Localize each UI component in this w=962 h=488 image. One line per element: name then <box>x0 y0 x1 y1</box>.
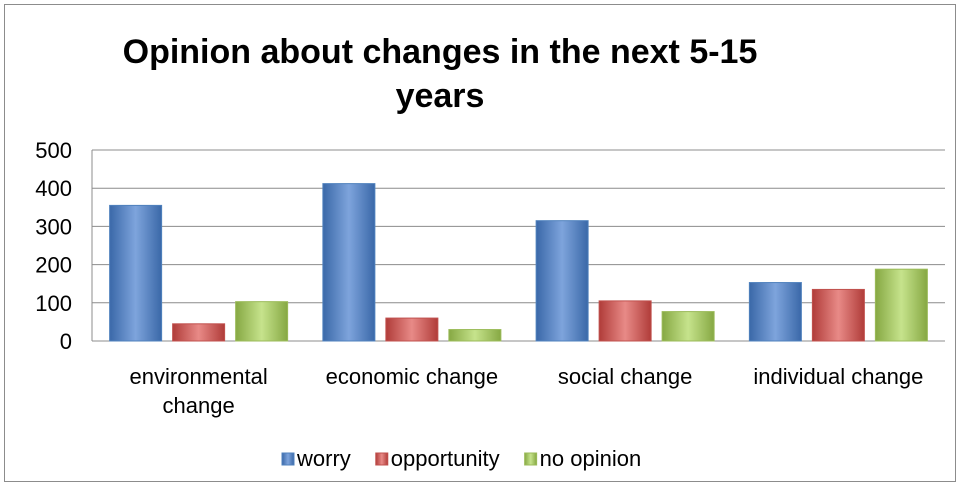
bar-opportunity <box>172 323 226 342</box>
bar-opportunity <box>598 300 652 342</box>
bar-worry <box>322 183 376 342</box>
bar-worry <box>535 220 589 342</box>
y-tick-label: 0 <box>60 329 72 354</box>
legend-label: no opinion <box>540 446 642 471</box>
legend-swatch <box>524 452 538 466</box>
bar-no-opinion <box>661 311 715 342</box>
legend-swatch <box>375 452 389 466</box>
x-tick-label: environmental <box>130 364 268 389</box>
legend-label: worry <box>296 446 351 471</box>
x-tick-label: change <box>163 393 235 418</box>
bar-opportunity <box>385 317 439 342</box>
chart-title: Opinion about changes in the next 5-15 y… <box>122 33 758 115</box>
y-tick-label: 300 <box>35 214 72 239</box>
bar-no-opinion <box>874 268 928 342</box>
legend-label: opportunity <box>391 446 500 471</box>
chart-frame <box>4 4 956 482</box>
y-tick-label: 100 <box>35 291 72 316</box>
y-tick-label: 500 <box>35 138 72 163</box>
bar-opportunity <box>811 288 865 342</box>
x-tick-label: economic change <box>326 364 498 389</box>
bar-no-opinion <box>448 329 502 342</box>
bar-worry <box>748 282 802 342</box>
legend-swatch <box>281 452 295 466</box>
y-tick-label: 400 <box>35 176 72 201</box>
x-tick-label: social change <box>558 364 693 389</box>
bar-worry <box>109 204 163 342</box>
y-tick-label: 200 <box>35 253 72 278</box>
x-tick-label: individual change <box>753 364 923 389</box>
bar-no-opinion <box>235 301 289 342</box>
